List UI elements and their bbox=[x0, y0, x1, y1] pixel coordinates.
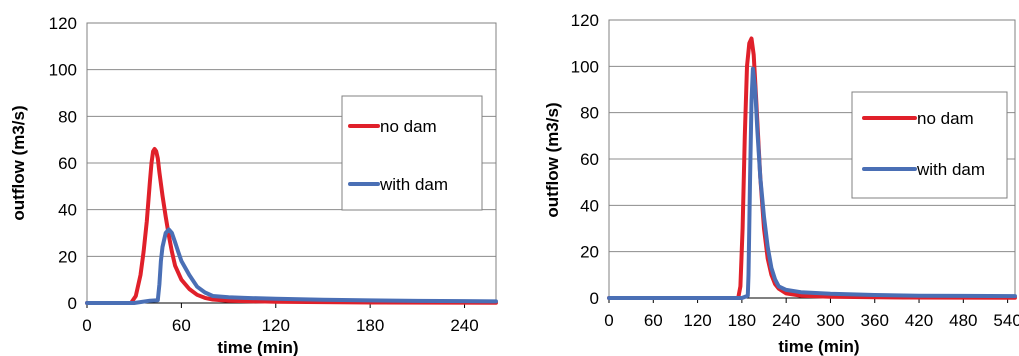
right-y-tick-label: 80 bbox=[580, 104, 599, 123]
right-legend: no dam with dam bbox=[851, 91, 1008, 199]
right-x-tick-label: 420 bbox=[905, 311, 933, 330]
right-series bbox=[607, 36, 1017, 300]
left-y-tick-label: 40 bbox=[58, 201, 77, 220]
left-series-line-with-dam bbox=[85, 227, 498, 305]
left-y-tick-label: 20 bbox=[58, 247, 77, 266]
left-y-tick-label: 80 bbox=[58, 107, 77, 126]
left-y-tick-label: 120 bbox=[49, 14, 77, 33]
left-x-tick-label: 240 bbox=[450, 316, 478, 335]
right-x-tick-label: 240 bbox=[772, 311, 800, 330]
left-x-tick-label: 60 bbox=[172, 316, 191, 335]
left-y-axis-title: outflow (m3/s) bbox=[9, 105, 28, 220]
right-chart: 0 60 120 180 240 300 360 420 480 540 0 20 40 60 80 100… bbox=[543, 11, 1019, 356]
left-series bbox=[85, 147, 498, 305]
right-legend-label-no-dam: no dam bbox=[917, 109, 974, 128]
right-y-tick-label: 60 bbox=[580, 150, 599, 169]
right-x-tick-label: 60 bbox=[644, 311, 663, 330]
right-y-tick-label: 120 bbox=[571, 11, 599, 30]
right-legend-box bbox=[851, 91, 1008, 199]
right-y-tick-label: 0 bbox=[590, 289, 599, 308]
left-series-line-no-dam bbox=[85, 147, 498, 305]
right-y-tick-label: 20 bbox=[580, 243, 599, 262]
right-x-tick-label: 480 bbox=[949, 311, 977, 330]
right-x-tick-label: 120 bbox=[683, 311, 711, 330]
left-legend-label-with-dam: with dam bbox=[379, 175, 448, 194]
left-legend-box bbox=[341, 95, 483, 211]
left-x-ticks: 0 60 120 180 240 bbox=[82, 303, 479, 335]
left-y-tick-label: 0 bbox=[68, 294, 77, 313]
right-x-tick-label: 0 bbox=[604, 311, 613, 330]
right-x-tick-label: 300 bbox=[816, 311, 844, 330]
right-x-axis-title: time (min) bbox=[778, 337, 859, 356]
right-series-line-with-dam bbox=[607, 66, 1017, 300]
right-y-tick-label: 40 bbox=[580, 196, 599, 215]
left-x-tick-label: 120 bbox=[262, 316, 290, 335]
right-x-ticks: 0 60 120 180 240 300 360 420 480 540 bbox=[604, 298, 1019, 330]
right-x-tick-label: 540 bbox=[993, 311, 1019, 330]
right-y-ticks: 0 20 40 60 80 100 120 bbox=[571, 11, 599, 308]
left-x-tick-label: 180 bbox=[356, 316, 384, 335]
left-x-axis-title: time (min) bbox=[217, 338, 298, 356]
left-legend-label-no-dam: no dam bbox=[380, 117, 437, 136]
left-y-tick-label: 100 bbox=[49, 61, 77, 80]
left-y-tick-label: 60 bbox=[58, 154, 77, 173]
right-legend-label-with-dam: with dam bbox=[916, 160, 985, 179]
right-y-tick-label: 100 bbox=[571, 57, 599, 76]
right-x-tick-label: 180 bbox=[728, 311, 756, 330]
right-y-axis-title: outflow (m3/s) bbox=[543, 102, 562, 217]
left-legend: no dam with dam bbox=[341, 95, 483, 211]
left-y-ticks: 0 20 40 60 80 100 120 bbox=[49, 14, 77, 313]
left-x-tick-label: 0 bbox=[82, 316, 91, 335]
right-x-tick-label: 360 bbox=[861, 311, 889, 330]
